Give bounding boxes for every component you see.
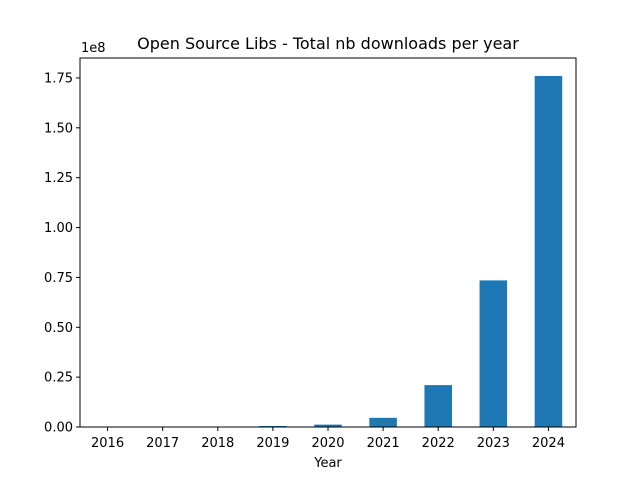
x-tick-label: 2016 xyxy=(91,436,124,451)
bar-series xyxy=(259,75,563,427)
bar-2022 xyxy=(424,385,452,427)
y-tick-label: 0.00 xyxy=(44,421,73,436)
bar-2023 xyxy=(479,280,508,427)
x-axis-ticks: 2016 2017 2018 2019 2020 2021 2022 2023 2024 xyxy=(91,427,565,451)
y-axis-ticks: 0.00 0.25 0.50 0.75 1.00 1.25 1.50 1.75 xyxy=(44,71,80,436)
x-tick-label: 2024 xyxy=(532,436,565,451)
y-tick-label: 0.25 xyxy=(44,371,73,386)
y-axis-offset-label: 1e8 xyxy=(81,41,106,56)
bar-2021 xyxy=(369,417,397,427)
y-tick-label: 0.75 xyxy=(44,271,73,286)
x-tick-label: 2021 xyxy=(367,436,400,451)
bar-2020 xyxy=(314,424,342,427)
y-tick-label: 1.75 xyxy=(44,71,73,86)
y-tick-label: 1.50 xyxy=(44,121,73,136)
x-tick-label: 2017 xyxy=(146,436,179,451)
y-tick-label: 1.25 xyxy=(44,171,73,186)
bar-2024 xyxy=(534,75,563,427)
plot-area-frame xyxy=(79,57,577,428)
x-tick-label: 2023 xyxy=(477,436,510,451)
x-tick-label: 2019 xyxy=(256,436,289,451)
x-tick-label: 2020 xyxy=(311,436,344,451)
y-tick-label: 1.00 xyxy=(44,221,73,236)
y-tick-label: 0.50 xyxy=(44,321,73,336)
chart-title: Open Source Libs - Total nb downloads pe… xyxy=(137,34,519,53)
x-axis-label: Year xyxy=(313,456,342,471)
x-tick-label: 2018 xyxy=(201,436,234,451)
x-tick-label: 2022 xyxy=(422,436,455,451)
